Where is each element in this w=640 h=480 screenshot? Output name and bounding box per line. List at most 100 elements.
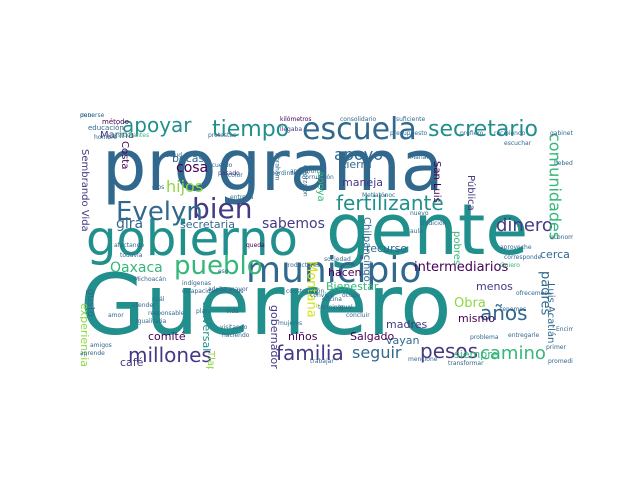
word-plan: plan <box>196 308 209 315</box>
word-costa: Costa <box>119 141 130 170</box>
word-apoyo: apoyo <box>334 145 384 164</box>
word-construccion: construcción <box>286 288 325 295</box>
word-terminar: terminar <box>318 304 344 311</box>
word-pueblo: pueblo <box>174 251 263 281</box>
word-municipio: municipio <box>246 250 422 291</box>
word-bienestar: Bienestar <box>326 280 379 293</box>
word-tlapa: Tlapa <box>205 351 216 369</box>
word-visitando: visitando <box>220 324 248 331</box>
word-intermediarios: intermediarios <box>414 260 509 275</box>
word-bien: bien <box>192 192 253 225</box>
word-manana: Mañana <box>410 154 434 161</box>
word-cerca: cerca <box>540 248 570 261</box>
word-gabinete: gabinete <box>550 130 573 137</box>
word-amor: amor <box>108 312 124 319</box>
word-sembrando-vida: Sembrando Vida <box>80 149 90 232</box>
word-trabajar: trabajar <box>310 358 334 365</box>
word-siempre: siempre <box>454 348 499 361</box>
word-cloud: programa Guerrero gente gobierno municipio es… <box>80 113 573 369</box>
word-dinero: dinero <box>496 215 553 236</box>
word-presupuesto: presupuesto <box>390 130 428 137</box>
word-aproveche: aproveche <box>500 244 532 251</box>
word-promedio: promedio <box>548 358 573 365</box>
word-ninos: niños <box>288 330 318 343</box>
word-recibiendo: recibiendo <box>494 130 526 137</box>
word-corresponde: corresponde <box>504 254 542 261</box>
word-apoyar: apoyar <box>122 113 192 137</box>
word-productores: productores <box>284 262 320 269</box>
word-san-luis: San Luis <box>431 161 442 203</box>
word-hacen: hacen <box>328 266 362 279</box>
word-familia: familia <box>276 341 344 365</box>
word-tradicion: tradición <box>420 220 447 227</box>
word-atender: atender <box>132 302 156 309</box>
word-kilometros: kilómetros <box>280 116 312 123</box>
word-tierra: tierra <box>342 158 372 171</box>
word-mismo: mismo <box>458 312 495 325</box>
word-gobierno: gobierno <box>86 211 298 267</box>
word-evelyn: Evelyn <box>116 197 203 227</box>
word-suficiente: suficiente <box>396 116 426 123</box>
word-fertilizante: fertilizante <box>336 191 444 215</box>
word-protestas: protestas <box>208 132 237 139</box>
word-ofrecemos: ofrecemos <box>516 290 548 297</box>
word-michoacan: Michoacán <box>134 276 167 283</box>
word-cafe: café <box>120 356 144 369</box>
word-secretaria: secretaria <box>180 218 235 231</box>
word-obra: Obra <box>454 296 486 311</box>
word-chilpancingo: Chilpancingo <box>361 217 372 282</box>
word-publica: Pública <box>465 175 476 211</box>
word-gusto: gusto <box>85 289 96 317</box>
word-todavia: todavía <box>120 252 143 259</box>
word-tiempo: tiempo <box>212 117 290 142</box>
word-hijos: hijos <box>166 177 204 196</box>
word-pesos: pesos <box>420 339 479 363</box>
word-programa: programa <box>102 125 444 207</box>
word-haciendo: haciendo <box>222 332 250 339</box>
word-prefiero: prefiero <box>460 130 484 137</box>
word-eso: eso <box>218 268 229 275</box>
word-coordinacion: coordinación <box>268 170 307 177</box>
word-camino: camino <box>480 343 546 364</box>
word-salgado: Salgado <box>350 330 395 343</box>
word-mujeres: mujeres <box>278 320 303 327</box>
word-vayan: vayan <box>386 334 420 347</box>
word-oaxaca: Oaxaca <box>110 260 163 276</box>
word-sabemos: sabemos <box>262 216 325 232</box>
word-ocupe: ocupe <box>342 292 361 299</box>
word-nuevo: nuevo <box>410 210 429 217</box>
word-seguir: seguir <box>352 343 402 362</box>
word-salud: salud <box>166 152 183 159</box>
word-problema: problema <box>470 334 499 341</box>
word-color: color <box>228 172 243 179</box>
word-bebederos: bebederos <box>554 160 573 167</box>
word-escuela: escuela <box>302 113 417 147</box>
word-encima: Encima <box>556 326 573 333</box>
word-ponerse: ponerse <box>80 113 105 119</box>
word-millones: millones <box>128 343 212 367</box>
word-estudiantes: estudiantes <box>114 132 150 139</box>
word-consolidario: consolidario <box>340 116 377 123</box>
word-apoyaron: apoyaron <box>290 168 319 175</box>
word-transformar: transformar <box>448 360 484 367</box>
word-llegaba: llegaba <box>280 126 302 133</box>
word-gente: gente <box>326 189 529 271</box>
word-queda: queda <box>246 242 265 249</box>
word-debe: debe <box>80 113 95 119</box>
word-concluir: concluir <box>346 312 370 319</box>
word-recurso: recurso <box>366 242 408 255</box>
word-dicapacidad: dicapacidad <box>182 288 219 295</box>
word-afectando: afectando <box>114 242 145 249</box>
word-pobres: pobres <box>451 231 462 266</box>
word-aprende: aprende <box>80 350 105 357</box>
word-convivir: convivir <box>310 292 334 299</box>
word-economia: economía <box>550 234 573 241</box>
word-metlatonoc: Metlatónoc <box>362 192 396 199</box>
word-metodo: método <box>102 118 129 126</box>
word-escuchar: escuchar <box>504 140 532 147</box>
word-corrupcion: corrupción <box>302 174 334 181</box>
word-madres: madres <box>386 318 428 331</box>
word-menos: menos <box>476 280 513 293</box>
word-vida: vida <box>226 308 239 315</box>
word-primer: primer <box>546 344 566 351</box>
